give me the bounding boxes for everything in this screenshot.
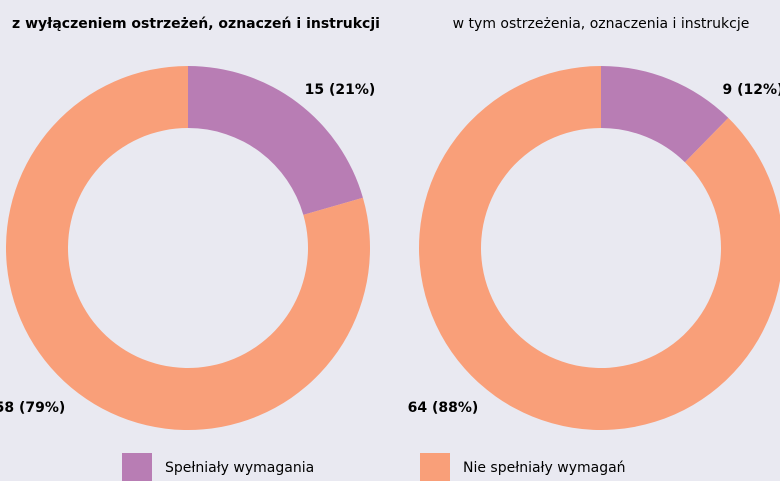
data-label: 64 (88%) <box>408 400 479 416</box>
legend-swatch <box>420 453 450 481</box>
chart-subtitle: z wyłączeniem ostrzeżeń, oznaczeń i inst… <box>12 16 380 32</box>
donut-segment <box>188 66 363 215</box>
donut-segment <box>601 66 729 163</box>
data-label: 58 (79%) <box>0 400 65 416</box>
legend-label: Nie spełniały wymagań <box>463 460 626 476</box>
data-label: 9 (12%) <box>723 82 780 98</box>
legend-label: Spełniały wymagania <box>165 460 314 476</box>
data-label: 15 (21%) <box>305 82 376 98</box>
donut-segment <box>5 66 370 430</box>
chart-subtitle: w tym ostrzeżenia, oznaczenia i instrukc… <box>453 16 750 32</box>
donut-segment <box>419 66 780 430</box>
legend-swatch <box>122 453 152 481</box>
